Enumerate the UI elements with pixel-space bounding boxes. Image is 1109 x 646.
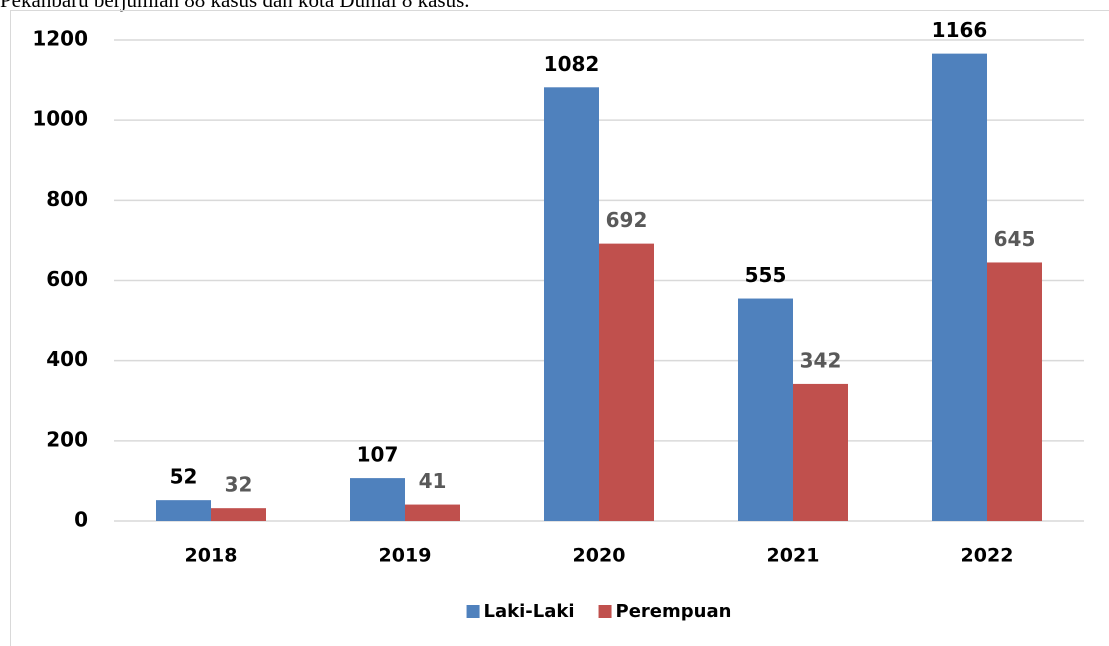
y-tick-label: 200 — [46, 427, 88, 451]
bar — [738, 298, 793, 521]
value-label: 52 — [170, 465, 198, 489]
value-label: 692 — [606, 208, 648, 232]
bar — [405, 504, 460, 521]
bar — [156, 500, 211, 521]
legend-label: Laki-Laki — [484, 601, 575, 622]
value-label: 342 — [800, 348, 842, 372]
bar — [350, 478, 405, 521]
x-tick-label: 2020 — [573, 545, 626, 567]
y-tick-label: 1000 — [32, 107, 88, 131]
chart-border — [10, 10, 1109, 646]
legend-label: Perempuan — [616, 601, 732, 622]
y-tick-label: 600 — [46, 267, 88, 291]
x-tick-label: 2018 — [185, 545, 238, 567]
x-tick-label: 2022 — [961, 545, 1014, 567]
bar — [932, 53, 987, 522]
value-label: 645 — [994, 227, 1036, 251]
value-label: 32 — [225, 473, 253, 497]
bar — [987, 262, 1042, 521]
bar — [793, 383, 848, 521]
y-tick-label: 800 — [46, 187, 88, 211]
bar — [544, 87, 599, 521]
bar — [211, 508, 266, 521]
x-tick-label: 2019 — [379, 545, 432, 567]
caption: Pekanbaru berjumlah 88 kasus dan kota Du… — [0, 0, 470, 12]
legend-swatch — [466, 605, 480, 618]
value-label: 41 — [419, 469, 447, 493]
y-tick-label: 1200 — [32, 27, 88, 51]
x-tick-label: 2021 — [767, 545, 820, 567]
y-tick-label: 400 — [46, 347, 88, 371]
value-label: 1082 — [544, 52, 600, 76]
bar — [599, 243, 654, 521]
value-label: 1166 — [932, 18, 988, 42]
y-tick-label: 0 — [74, 508, 88, 532]
legend-swatch — [598, 605, 612, 618]
value-label: 107 — [357, 443, 399, 467]
value-label: 555 — [745, 263, 787, 287]
